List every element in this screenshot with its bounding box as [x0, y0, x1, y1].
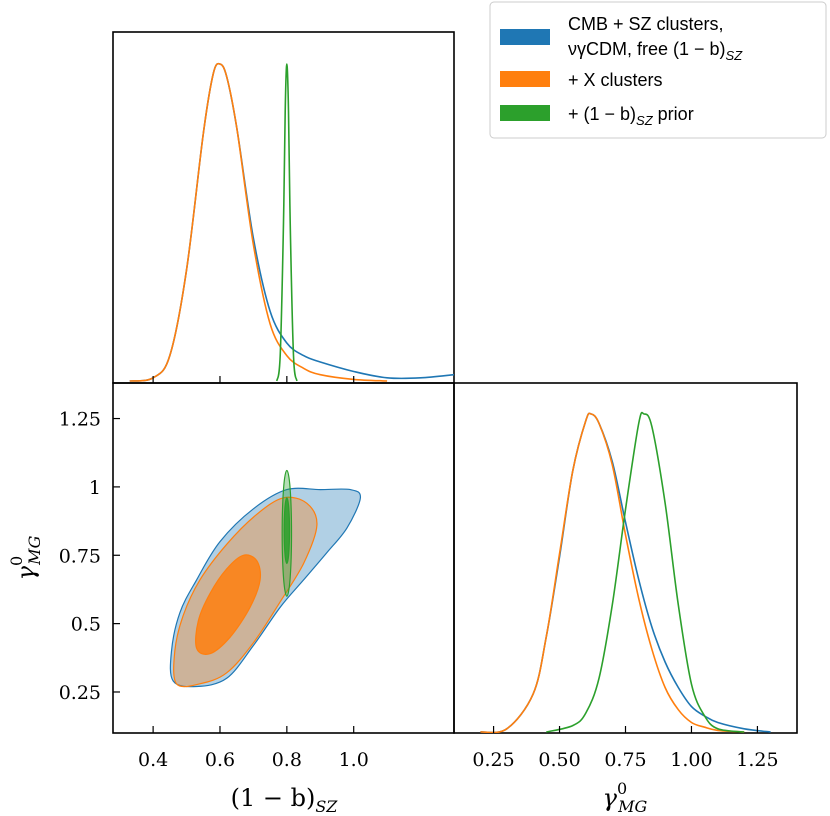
top-curve-orange	[129, 62, 388, 382]
corner-y-tick-label: 0.75	[59, 545, 101, 567]
contour-green-68	[283, 497, 291, 565]
right-curve-green	[546, 411, 745, 733]
right-panel-frame	[453, 382, 798, 734]
top-curve-green	[276, 63, 298, 382]
legend: CMB + SZ clusters, νγCDM, free (1 − b)SZ…	[489, 1, 827, 139]
svg-text:γ0MG: γ0MG	[7, 535, 44, 580]
legend-frame	[489, 1, 827, 139]
corner-x-tick-label: 0.6	[205, 749, 235, 771]
right-x-tick-label: 0.25	[472, 749, 514, 771]
right-x-tick-label: 1.00	[670, 749, 712, 771]
legend-entry-1-line-2: νγCDM, free (1 − b)SZ	[568, 39, 743, 63]
top-curve-blue	[129, 62, 454, 382]
corner-y-tick-label: 1	[89, 477, 101, 499]
legend-entry-3: + (1 − b)SZ prior	[568, 104, 694, 128]
corner-y-tick-label: 1.25	[59, 409, 101, 431]
top-marginal-panel	[129, 62, 454, 383]
right-x-tick-label: 0.75	[604, 749, 646, 771]
corner-y-axis-label: γ0MG	[7, 535, 44, 580]
right-x-tick-label: 0.50	[538, 749, 580, 771]
legend-swatch-orange	[500, 71, 550, 87]
corner-2d-panel: 0.4 0.6 0.8 1.0 0.25 0.5 0.75 1 1.25	[59, 409, 369, 771]
contour-orange-68	[195, 554, 262, 655]
corner-y-tick-label: 0.25	[59, 682, 101, 704]
corner-x-tick-label: 0.4	[138, 749, 168, 771]
corner-x-tick-label: 0.8	[272, 749, 302, 771]
corner-x-axis-label: (1 − b)SZ	[231, 784, 339, 816]
corner-x-tick-label: 1.0	[339, 749, 369, 771]
right-curve-blue	[480, 412, 771, 733]
right-marginal-panel: 0.25 0.50 0.75 1.00 1.25	[472, 411, 779, 771]
corner-y-tick-label: 0.5	[71, 614, 101, 636]
legend-entry-2: + X clusters	[568, 70, 663, 90]
legend-swatch-green	[500, 105, 550, 121]
right-curve-orange	[480, 412, 745, 733]
legend-entry-1-line-1: CMB + SZ clusters,	[568, 14, 724, 34]
right-x-tick-label: 1.25	[736, 749, 778, 771]
right-x-axis-label: γ0 MG	[603, 779, 648, 816]
legend-swatch-blue	[500, 29, 550, 45]
